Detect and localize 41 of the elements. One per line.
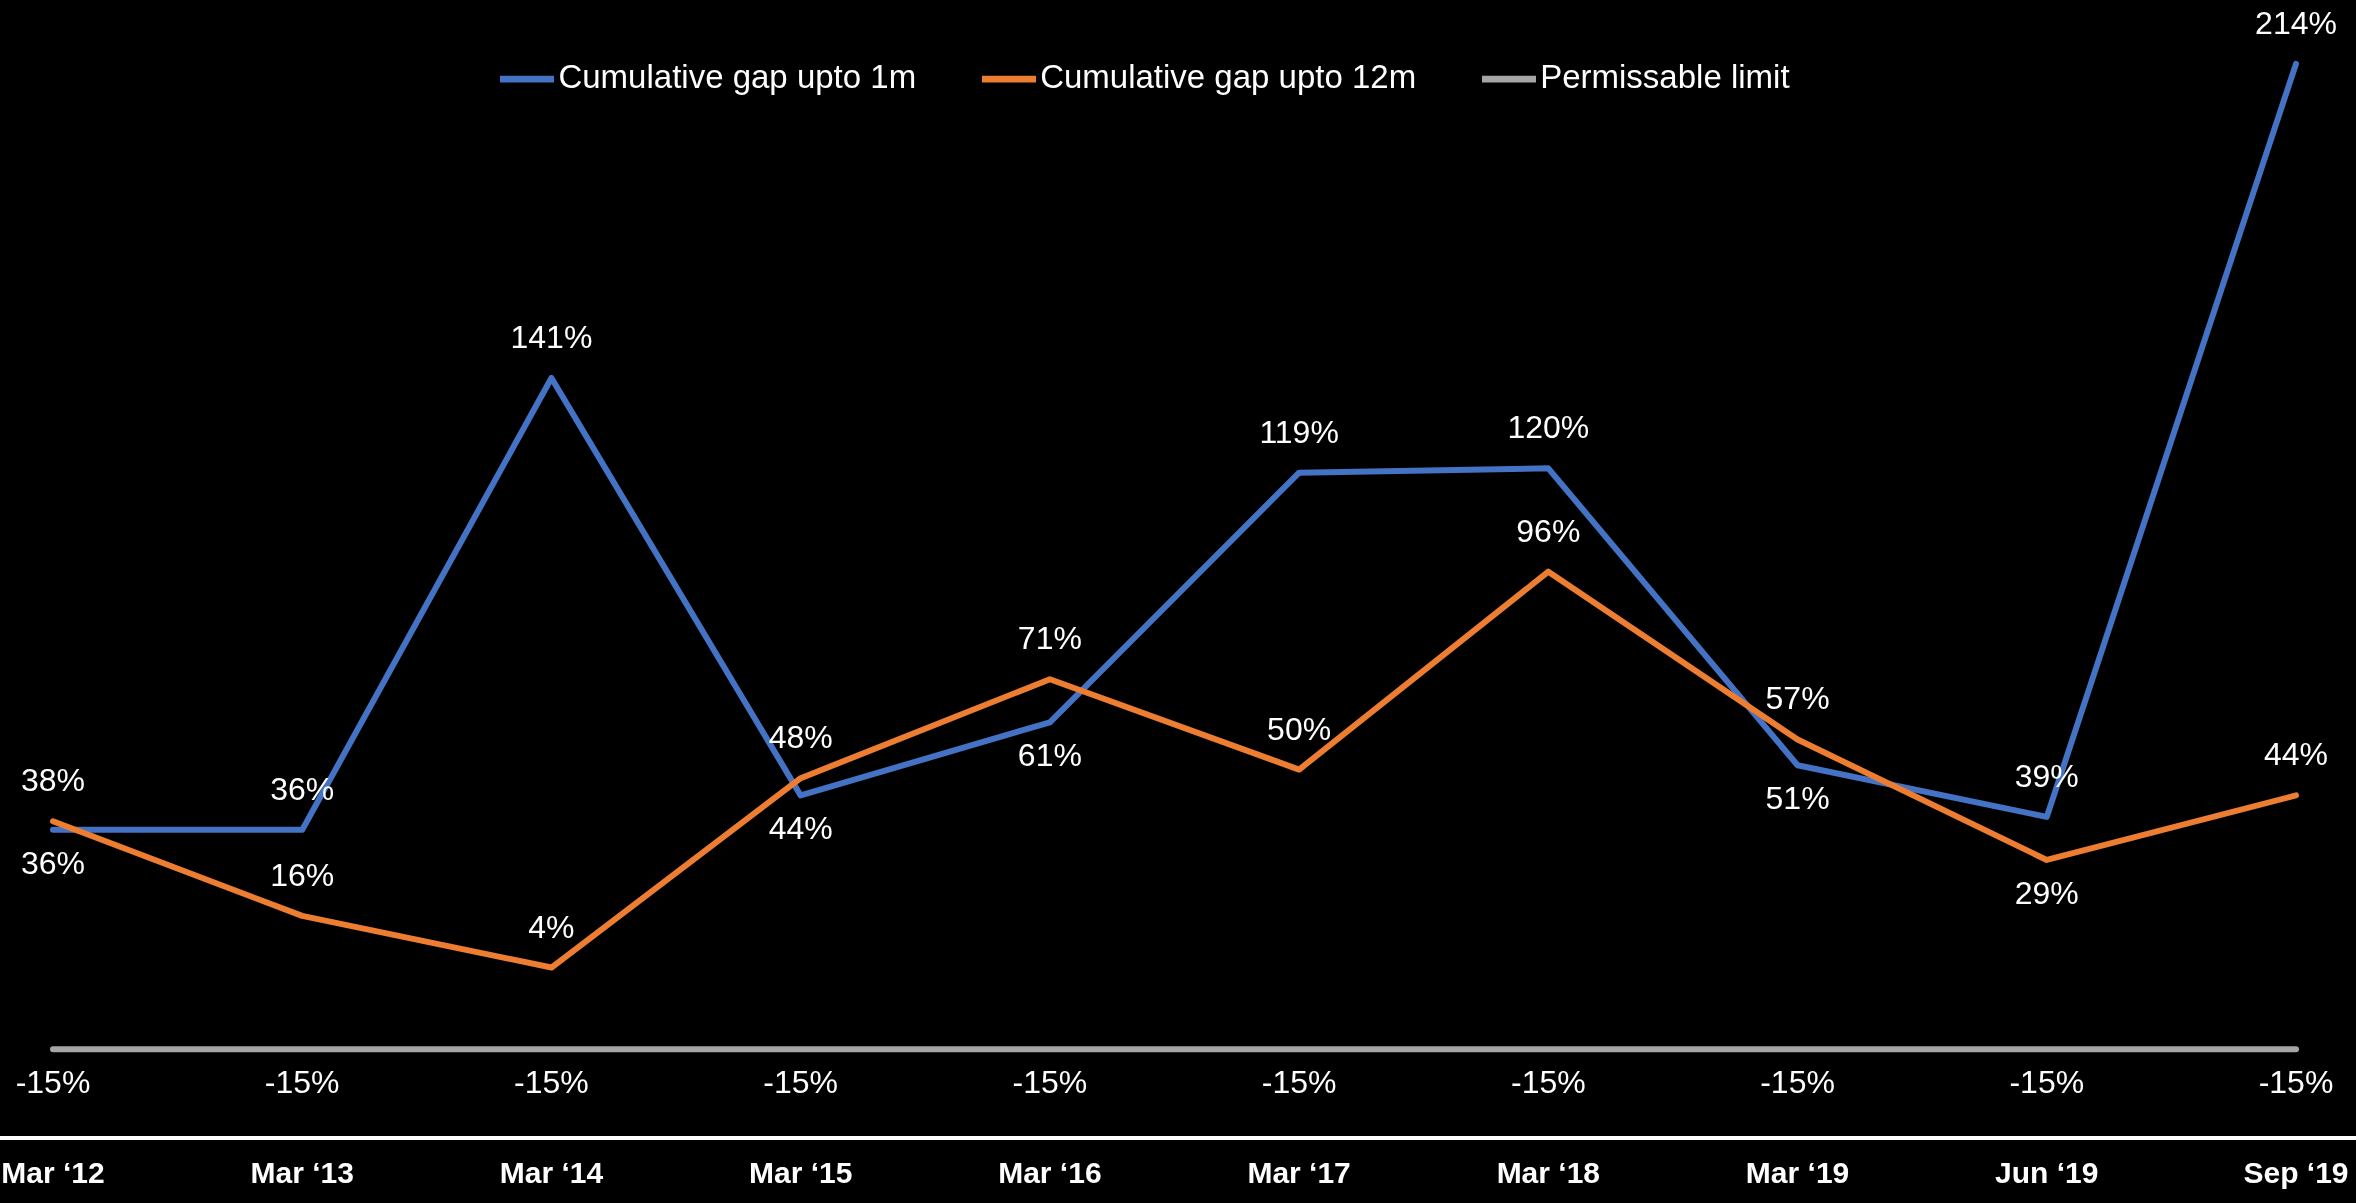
- data-label: 4%: [528, 908, 575, 945]
- x-tick-label: Sep ‘19: [2243, 1156, 2349, 1190]
- data-label: 214%: [2255, 4, 2337, 41]
- data-label: 48%: [768, 719, 833, 756]
- x-tick-label: Mar ‘13: [250, 1156, 354, 1190]
- data-label: -15%: [15, 1064, 91, 1101]
- x-tick-label: Mar ‘14: [499, 1156, 604, 1190]
- data-label: 50%: [1267, 710, 1332, 747]
- data-label: 44%: [768, 810, 833, 847]
- data-label: 141%: [510, 319, 593, 355]
- data-label: 71%: [1017, 620, 1082, 657]
- x-tick-label: Jun ‘19: [1995, 1156, 2099, 1190]
- x-tick-label: Mar ‘15: [748, 1156, 853, 1190]
- data-label: 36%: [20, 844, 86, 881]
- legend-label: Cumulative gap upto 1m: [558, 57, 917, 95]
- data-label: 51%: [1765, 780, 1830, 817]
- x-tick-label: Mar ‘16: [998, 1156, 1102, 1190]
- x-tick-label: Mar ‘17: [1247, 1156, 1351, 1190]
- data-label: 96%: [1516, 512, 1581, 549]
- data-label: 29%: [2014, 874, 2079, 911]
- data-label: 61%: [1017, 737, 1082, 774]
- data-label: 119%: [1259, 413, 1339, 450]
- data-label: 120%: [1507, 409, 1590, 446]
- data-label: 44%: [2263, 736, 2329, 773]
- legend-label: Cumulative gap upto 12m: [1040, 57, 1417, 95]
- data-label: -15%: [1760, 1064, 1835, 1101]
- data-label: -15%: [2258, 1064, 2334, 1101]
- x-tick-label: Mar ‘12: [1, 1156, 105, 1190]
- data-label: 57%: [1765, 680, 1830, 717]
- x-tick-label: Mar ‘19: [1745, 1156, 1850, 1190]
- data-label: -15%: [1261, 1064, 1337, 1101]
- data-label: -15%: [514, 1064, 589, 1101]
- x-tick-label: Mar ‘18: [1496, 1156, 1601, 1190]
- legend-label: Permissable limit: [1540, 57, 1790, 95]
- data-label: -15%: [763, 1064, 839, 1101]
- data-label: 38%: [20, 762, 86, 799]
- data-label: -15%: [2009, 1064, 2085, 1101]
- data-label: -15%: [1012, 1064, 1088, 1101]
- data-label: -15%: [264, 1064, 340, 1101]
- data-label: 16%: [270, 856, 335, 893]
- data-label: -15%: [1510, 1064, 1586, 1101]
